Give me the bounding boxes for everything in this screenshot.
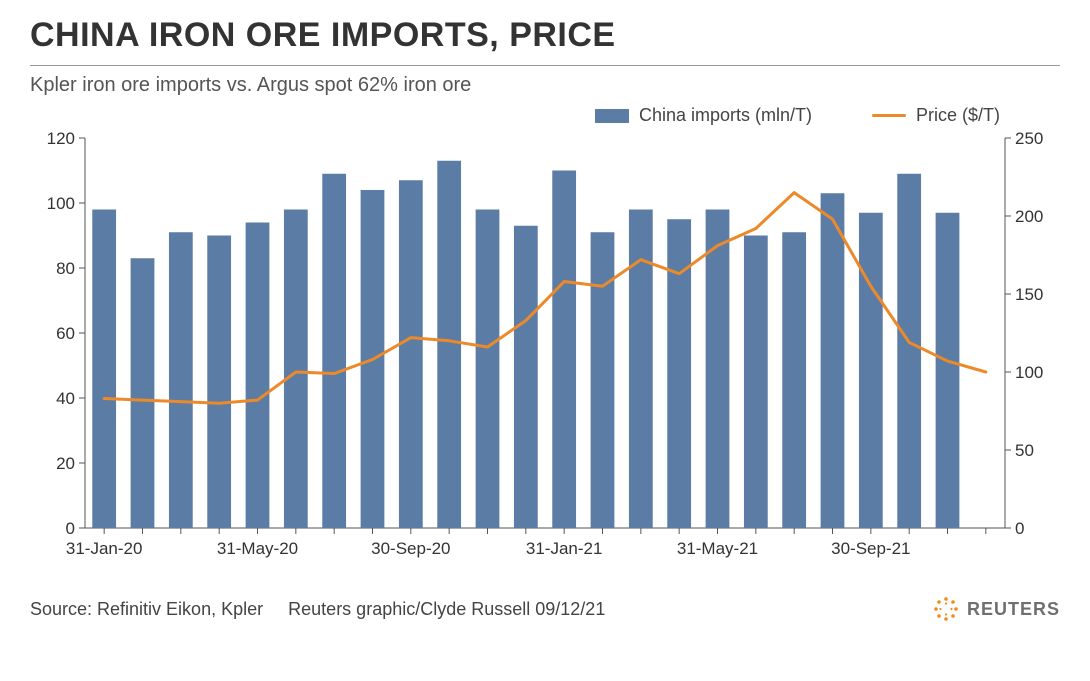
bar (246, 223, 270, 529)
bar (284, 210, 308, 529)
bar (744, 236, 768, 529)
svg-text:60: 60 (56, 324, 75, 343)
price-line (104, 193, 986, 404)
legend-swatch-line (872, 114, 906, 117)
bar (706, 210, 730, 529)
svg-text:0: 0 (1015, 519, 1024, 538)
reuters-logo-text: REUTERS (967, 599, 1060, 620)
svg-text:200: 200 (1015, 207, 1043, 226)
legend-label-bars: China imports (mln/T) (639, 105, 812, 126)
legend-item-line: Price ($/T) (872, 105, 1000, 126)
bar (859, 213, 883, 528)
reuters-logo: REUTERS (933, 596, 1060, 622)
bar (207, 236, 231, 529)
bar (782, 232, 806, 528)
svg-text:100: 100 (1015, 363, 1043, 382)
svg-text:30-Sep-20: 30-Sep-20 (371, 539, 450, 558)
svg-text:0: 0 (66, 519, 75, 538)
bar (437, 161, 461, 528)
bar (591, 232, 615, 528)
bar (131, 258, 155, 528)
svg-text:100: 100 (47, 194, 75, 213)
svg-text:31-May-20: 31-May-20 (217, 539, 298, 558)
footer-credit: Reuters graphic/Clyde Russell 09/12/21 (288, 599, 605, 619)
bar (667, 219, 691, 528)
bar (821, 193, 845, 528)
svg-text:20: 20 (56, 454, 75, 473)
bar (897, 174, 921, 528)
legend-swatch-bars (595, 109, 629, 123)
bar (514, 226, 538, 528)
chart-subtitle: Kpler iron ore imports vs. Argus spot 62… (30, 74, 1060, 97)
chart-svg: 0 20 40 60 80 100 120 0 50 100 150 200 250 31-Jan-20 3… (30, 128, 1060, 578)
footer: Source: Refinitiv Eikon, Kpler Reuters g… (30, 596, 1060, 622)
footer-source: Source: Refinitiv Eikon, Kpler (30, 599, 263, 619)
bar (629, 210, 653, 529)
bar (552, 171, 576, 529)
svg-text:31-Jan-21: 31-Jan-21 (526, 539, 603, 558)
footer-left: Source: Refinitiv Eikon, Kpler Reuters g… (30, 599, 605, 620)
title-rule (30, 65, 1060, 66)
reuters-logo-icon (933, 596, 959, 622)
bar (169, 232, 193, 528)
page: CHINA IRON ORE IMPORTS, PRICE Kpler iron… (0, 0, 1090, 681)
bar (476, 210, 500, 529)
bar (936, 213, 960, 528)
legend-item-bars: China imports (mln/T) (595, 105, 812, 126)
svg-text:150: 150 (1015, 285, 1043, 304)
svg-text:31-Jan-20: 31-Jan-20 (66, 539, 143, 558)
legend-label-line: Price ($/T) (916, 105, 1000, 126)
svg-text:30-Sep-21: 30-Sep-21 (831, 539, 910, 558)
legend: China imports (mln/T) Price ($/T) (30, 105, 1060, 126)
svg-text:120: 120 (47, 129, 75, 148)
svg-text:31-May-21: 31-May-21 (677, 539, 758, 558)
svg-text:250: 250 (1015, 129, 1043, 148)
chart-area: 0 20 40 60 80 100 120 0 50 100 150 200 250 31-Jan-20 3… (30, 128, 1060, 578)
svg-text:40: 40 (56, 389, 75, 408)
svg-text:80: 80 (56, 259, 75, 278)
bar (92, 210, 116, 529)
bar (399, 180, 423, 528)
svg-text:50: 50 (1015, 441, 1034, 460)
chart-title: CHINA IRON ORE IMPORTS, PRICE (30, 16, 1060, 55)
bar (322, 174, 346, 528)
